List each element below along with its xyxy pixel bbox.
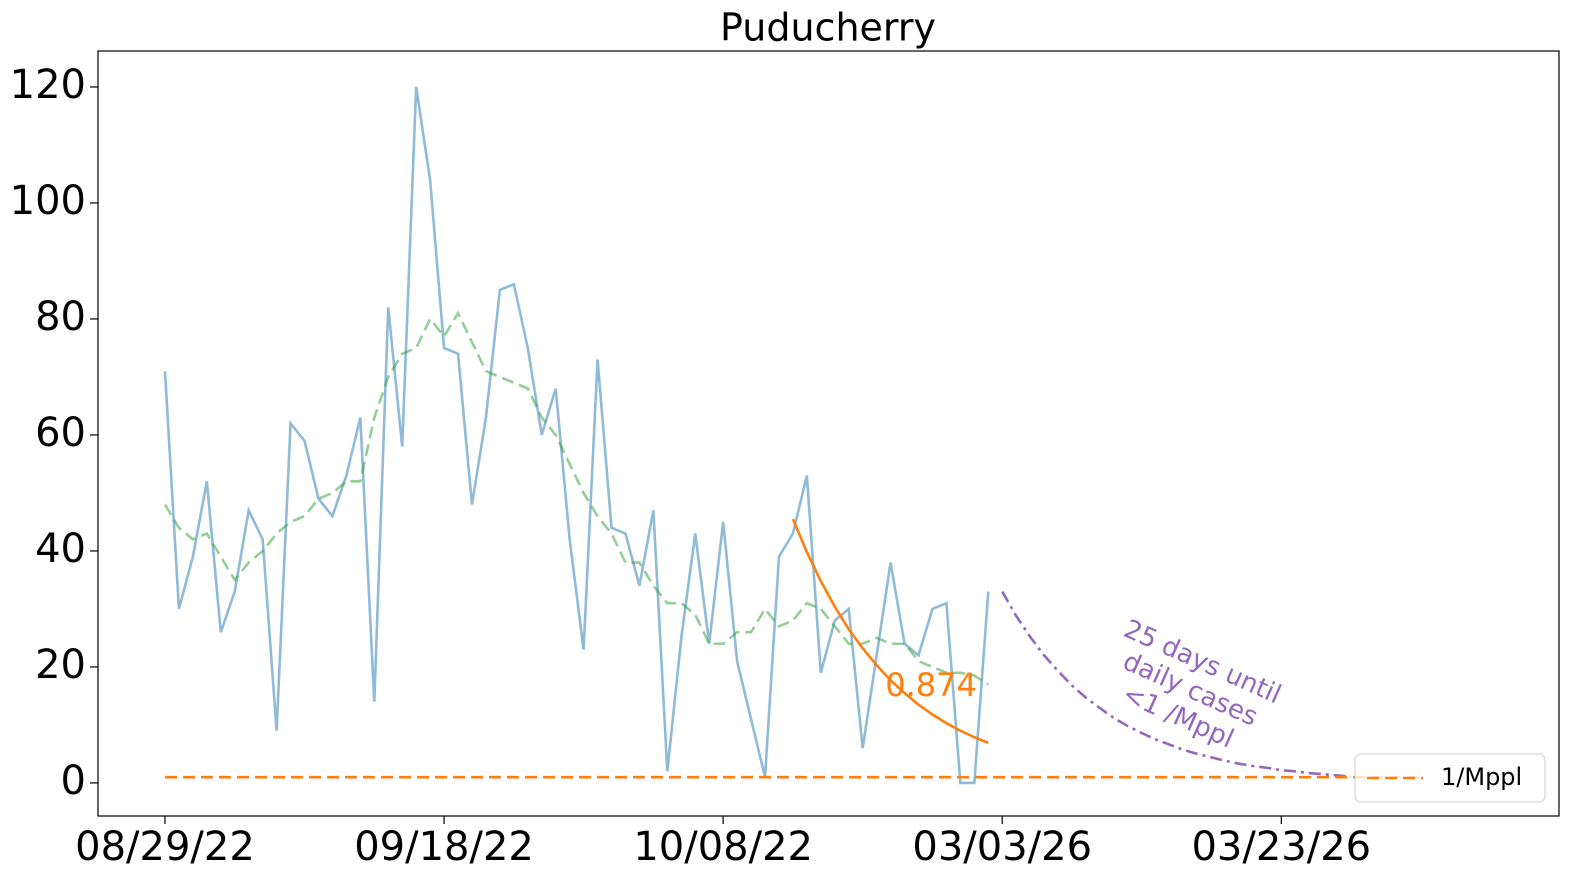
plot-frame [97, 50, 1560, 817]
x-tick-label: 09/18/22 [354, 824, 534, 870]
series-line [163, 310, 989, 686]
y-tick-label: 20 [35, 642, 86, 688]
x-tick-label: 03/03/26 [912, 824, 1092, 870]
y-tick-label: 0 [61, 758, 86, 804]
legend-label: 1/Mppl [1441, 763, 1522, 791]
x-tick-label: 03/23/26 [1191, 824, 1371, 870]
y-tick-label: 40 [35, 526, 86, 572]
chart-title: Puducherry [720, 6, 936, 50]
x-tick-label: 10/08/22 [633, 824, 813, 870]
series-line [791, 518, 989, 745]
series-line [1001, 590, 1352, 778]
x-tick-label: 08/29/22 [75, 824, 255, 870]
y-tick-label: 60 [35, 410, 86, 456]
legend-box [1354, 753, 1546, 803]
annotation: 0.874 [885, 666, 977, 704]
y-tick-label: 120 [10, 62, 86, 108]
y-tick-label: 80 [35, 294, 86, 340]
annotation-text: 0.874 [885, 666, 977, 704]
y-tick-label: 100 [10, 178, 86, 224]
